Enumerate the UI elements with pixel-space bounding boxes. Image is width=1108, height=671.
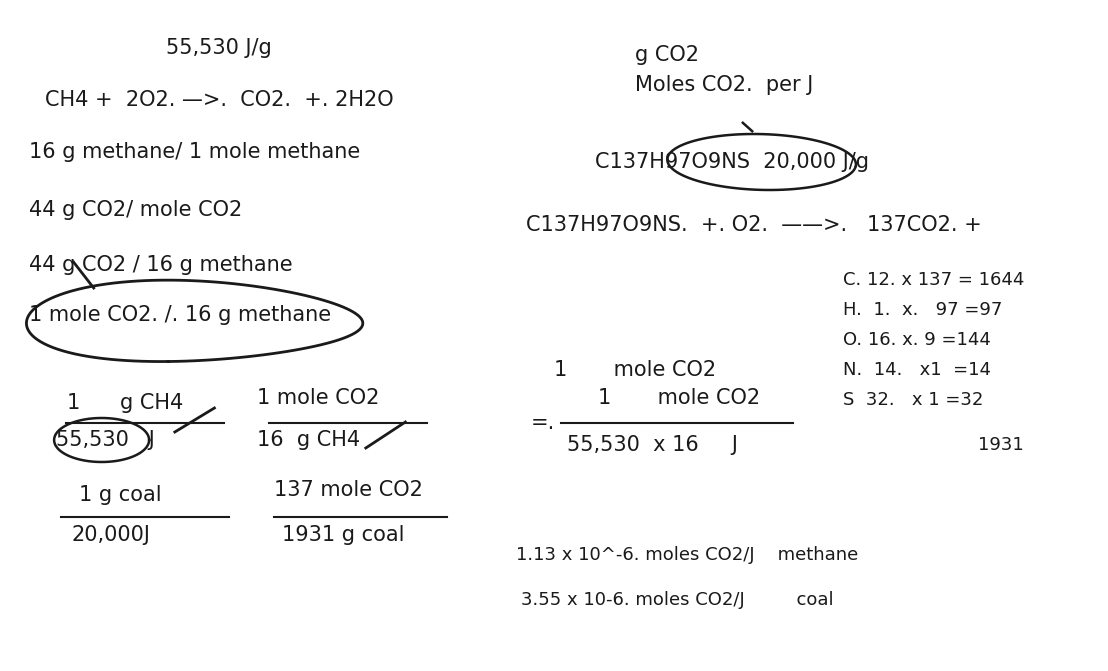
Text: H.  1.  x.   97 =97: H. 1. x. 97 =97 — [843, 301, 1002, 319]
Text: Moles CO2.  per J: Moles CO2. per J — [635, 75, 813, 95]
Text: 1931 g coal: 1931 g coal — [281, 525, 404, 545]
Text: 1.13 x 10^-6. moles CO2/J    methane: 1.13 x 10^-6. moles CO2/J methane — [516, 546, 859, 564]
Text: O. 16. x. 9 =144: O. 16. x. 9 =144 — [843, 331, 991, 349]
Text: C137H97O9NS.  +. O2.  ——>.   137CO2. +: C137H97O9NS. +. O2. ——>. 137CO2. + — [526, 215, 982, 235]
Text: 16  g CH4: 16 g CH4 — [257, 430, 360, 450]
Text: 1       mole CO2: 1 mole CO2 — [598, 388, 760, 408]
Text: g CO2: g CO2 — [635, 45, 699, 65]
Text: 3.55 x 10-6. moles CO2/J         coal: 3.55 x 10-6. moles CO2/J coal — [521, 591, 834, 609]
Text: =.: =. — [531, 413, 555, 433]
Text: 1       mole CO2: 1 mole CO2 — [554, 360, 716, 380]
Text: CH4 +  2O2. —>.  CO2.  +. 2H2O: CH4 + 2O2. —>. CO2. +. 2H2O — [45, 90, 393, 110]
Text: 44 g CO2/ mole CO2: 44 g CO2/ mole CO2 — [30, 200, 243, 220]
Text: 44 g CO2 / 16 g methane: 44 g CO2 / 16 g methane — [30, 255, 293, 275]
Text: N.  14.   x1  =14: N. 14. x1 =14 — [843, 361, 991, 379]
Text: 55,530 J/g: 55,530 J/g — [166, 38, 273, 58]
Text: S  32.   x 1 =32: S 32. x 1 =32 — [843, 391, 983, 409]
Text: 16 g methane/ 1 mole methane: 16 g methane/ 1 mole methane — [30, 142, 360, 162]
Text: 55,530   J: 55,530 J — [57, 430, 155, 450]
Text: 55,530  x 16     J: 55,530 x 16 J — [567, 435, 738, 455]
Text: 1 mole CO2: 1 mole CO2 — [257, 388, 380, 408]
Text: 1 mole CO2. /. 16 g methane: 1 mole CO2. /. 16 g methane — [30, 305, 331, 325]
Text: C137H97O9NS  20,000 J/g: C137H97O9NS 20,000 J/g — [595, 152, 870, 172]
Text: 1 g coal: 1 g coal — [79, 485, 162, 505]
Text: 137 mole CO2: 137 mole CO2 — [274, 480, 422, 500]
Text: 1      g CH4: 1 g CH4 — [68, 393, 184, 413]
Text: C. 12. x 137 = 1644: C. 12. x 137 = 1644 — [843, 271, 1024, 289]
Text: 20,000J: 20,000J — [71, 525, 150, 545]
Text: 1931: 1931 — [978, 436, 1024, 454]
